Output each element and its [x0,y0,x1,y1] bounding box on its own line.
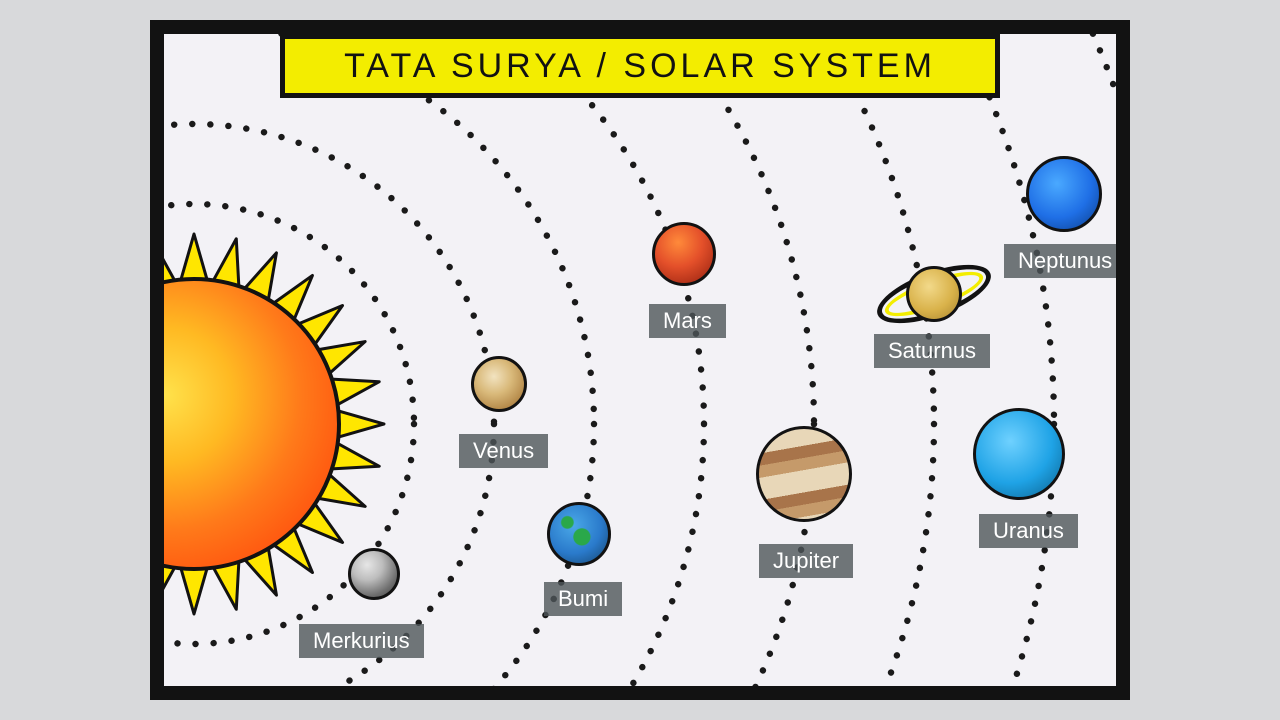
title-text: TATA SURYA / SOLAR SYSTEM [344,47,936,86]
planet-saturn [906,266,962,322]
label-earth: Bumi [544,582,622,616]
label-uranus: Uranus [979,514,1078,548]
planet-mars [652,222,716,286]
label-neptune: Neptunus [1004,244,1126,278]
label-saturn: Saturnus [874,334,990,368]
label-mercury: Merkurius [299,624,424,658]
planet-neptune [1026,156,1102,232]
planet-mercury [348,548,400,600]
label-mars: Mars [649,304,726,338]
planet-earth [547,502,611,566]
planet-uranus [973,408,1065,500]
label-jupiter: Jupiter [759,544,853,578]
label-venus: Venus [459,434,548,468]
solar-system-poster: TATA SURYA / SOLAR SYSTEM Merkurius Venus… [150,20,1130,700]
planet-jupiter [756,426,852,522]
title-banner: TATA SURYA / SOLAR SYSTEM [280,34,1000,98]
planet-venus [471,356,527,412]
